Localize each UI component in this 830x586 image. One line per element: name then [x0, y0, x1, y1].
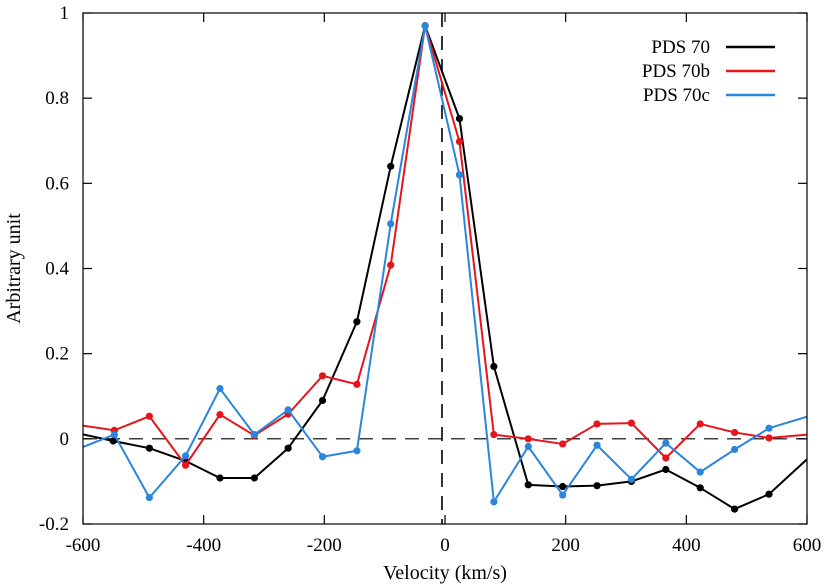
data-point-pds-70: [524, 481, 532, 489]
x-tick-label: 600: [793, 535, 822, 556]
y-tick-label: 0.8: [45, 88, 69, 109]
x-tick-label: 0: [440, 535, 450, 556]
series-layer: [83, 22, 807, 513]
data-point-pds-70: [353, 318, 361, 326]
data-point-pds-70c: [387, 220, 395, 228]
data-point-pds-70c: [524, 442, 532, 451]
legend: PDS 70 PDS 70b PDS 70c: [642, 37, 775, 106]
data-point-pds-70c: [318, 453, 327, 461]
data-point-pds-70: [145, 444, 153, 452]
axis-ticks: [82, 12, 808, 525]
data-point-pds-70c: [110, 430, 118, 439]
data-point-pds-70b: [559, 440, 567, 448]
data-point-pds-70: [216, 474, 224, 482]
data-point-pds-70: [490, 362, 498, 371]
x-tick-label: -400: [186, 535, 221, 556]
data-point-pds-70: [387, 162, 395, 170]
data-point-pds-70: [559, 482, 567, 491]
data-point-pds-70c: [455, 171, 464, 179]
data-point-pds-70c: [181, 452, 190, 460]
data-point-pds-70b: [353, 380, 361, 388]
tick-labels: -600 -400 -200 0 200 400 600 -0.2 0 0.2 0.4 0.6 0.8 1: [39, 3, 821, 556]
x-tick-label: 200: [551, 535, 580, 556]
data-point-pds-70b: [524, 435, 532, 443]
series-line-pds-70: [83, 24, 807, 511]
data-point-pds-70b: [455, 138, 464, 146]
data-point-pds-70b: [181, 461, 190, 469]
legend-label: PDS 70: [651, 37, 710, 58]
data-point-pds-70c: [696, 468, 704, 476]
data-point-pds-70b: [731, 428, 739, 437]
data-point-pds-70: [593, 482, 601, 490]
data-point-pds-70: [284, 444, 292, 452]
data-point-pds-70c: [731, 445, 739, 454]
y-tick-label: 0: [60, 429, 70, 450]
data-point-pds-70c: [145, 493, 153, 502]
data-point-pds-70c: [593, 441, 601, 449]
y-tick-label: 0.6: [45, 173, 69, 194]
data-point-pds-70: [318, 396, 327, 405]
data-point-pds-70c: [627, 475, 636, 483]
data-point-pds-70: [731, 505, 739, 513]
data-point-pds-70c: [216, 384, 224, 393]
data-point-pds-70c: [559, 491, 567, 499]
x-tick-label: -600: [66, 535, 101, 556]
data-point-pds-70: [109, 437, 117, 445]
data-point-pds-70c: [765, 424, 773, 432]
legend-label: PDS 70b: [642, 61, 710, 82]
y-tick-label: 0.2: [45, 344, 69, 365]
data-point-pds-70c: [250, 430, 258, 439]
data-point-pds-70: [696, 484, 704, 492]
data-point-pds-70b: [318, 372, 327, 380]
series-line-pds-70c: [83, 24, 807, 503]
legend-label: PDS 70c: [643, 85, 710, 106]
series-pds-70c: [83, 22, 807, 506]
data-point-pds-70b: [627, 419, 636, 427]
data-point-pds-70b: [490, 430, 498, 439]
data-point-pds-70b: [387, 261, 395, 269]
data-point-pds-70c: [662, 439, 670, 447]
data-point-pds-70c: [421, 22, 429, 30]
x-axis-label: Velocity (km/s): [383, 562, 507, 584]
data-point-pds-70: [662, 465, 670, 474]
y-tick-label: 0.4: [45, 259, 69, 280]
series-line-pds-70b: [83, 24, 807, 467]
data-point-pds-70c: [284, 406, 292, 414]
y-tick-label: 1: [60, 3, 70, 24]
data-point-pds-70c: [353, 447, 361, 455]
y-axis-label: Arbitrary unit: [3, 213, 25, 324]
data-point-pds-70c: [490, 498, 498, 506]
data-point-pds-70: [765, 490, 773, 498]
series-pds-70: [83, 22, 807, 513]
y-tick-label: -0.2: [39, 514, 69, 535]
data-point-pds-70b: [216, 410, 224, 419]
data-point-pds-70: [455, 115, 464, 123]
data-point-pds-70b: [145, 412, 153, 420]
data-point-pds-70b: [662, 454, 670, 462]
x-tick-label: -200: [307, 535, 342, 556]
data-point-pds-70b: [696, 420, 704, 428]
data-point-pds-70b: [765, 434, 773, 442]
data-point-pds-70: [250, 474, 258, 482]
x-tick-label: 400: [672, 535, 701, 556]
data-point-pds-70b: [593, 420, 601, 428]
